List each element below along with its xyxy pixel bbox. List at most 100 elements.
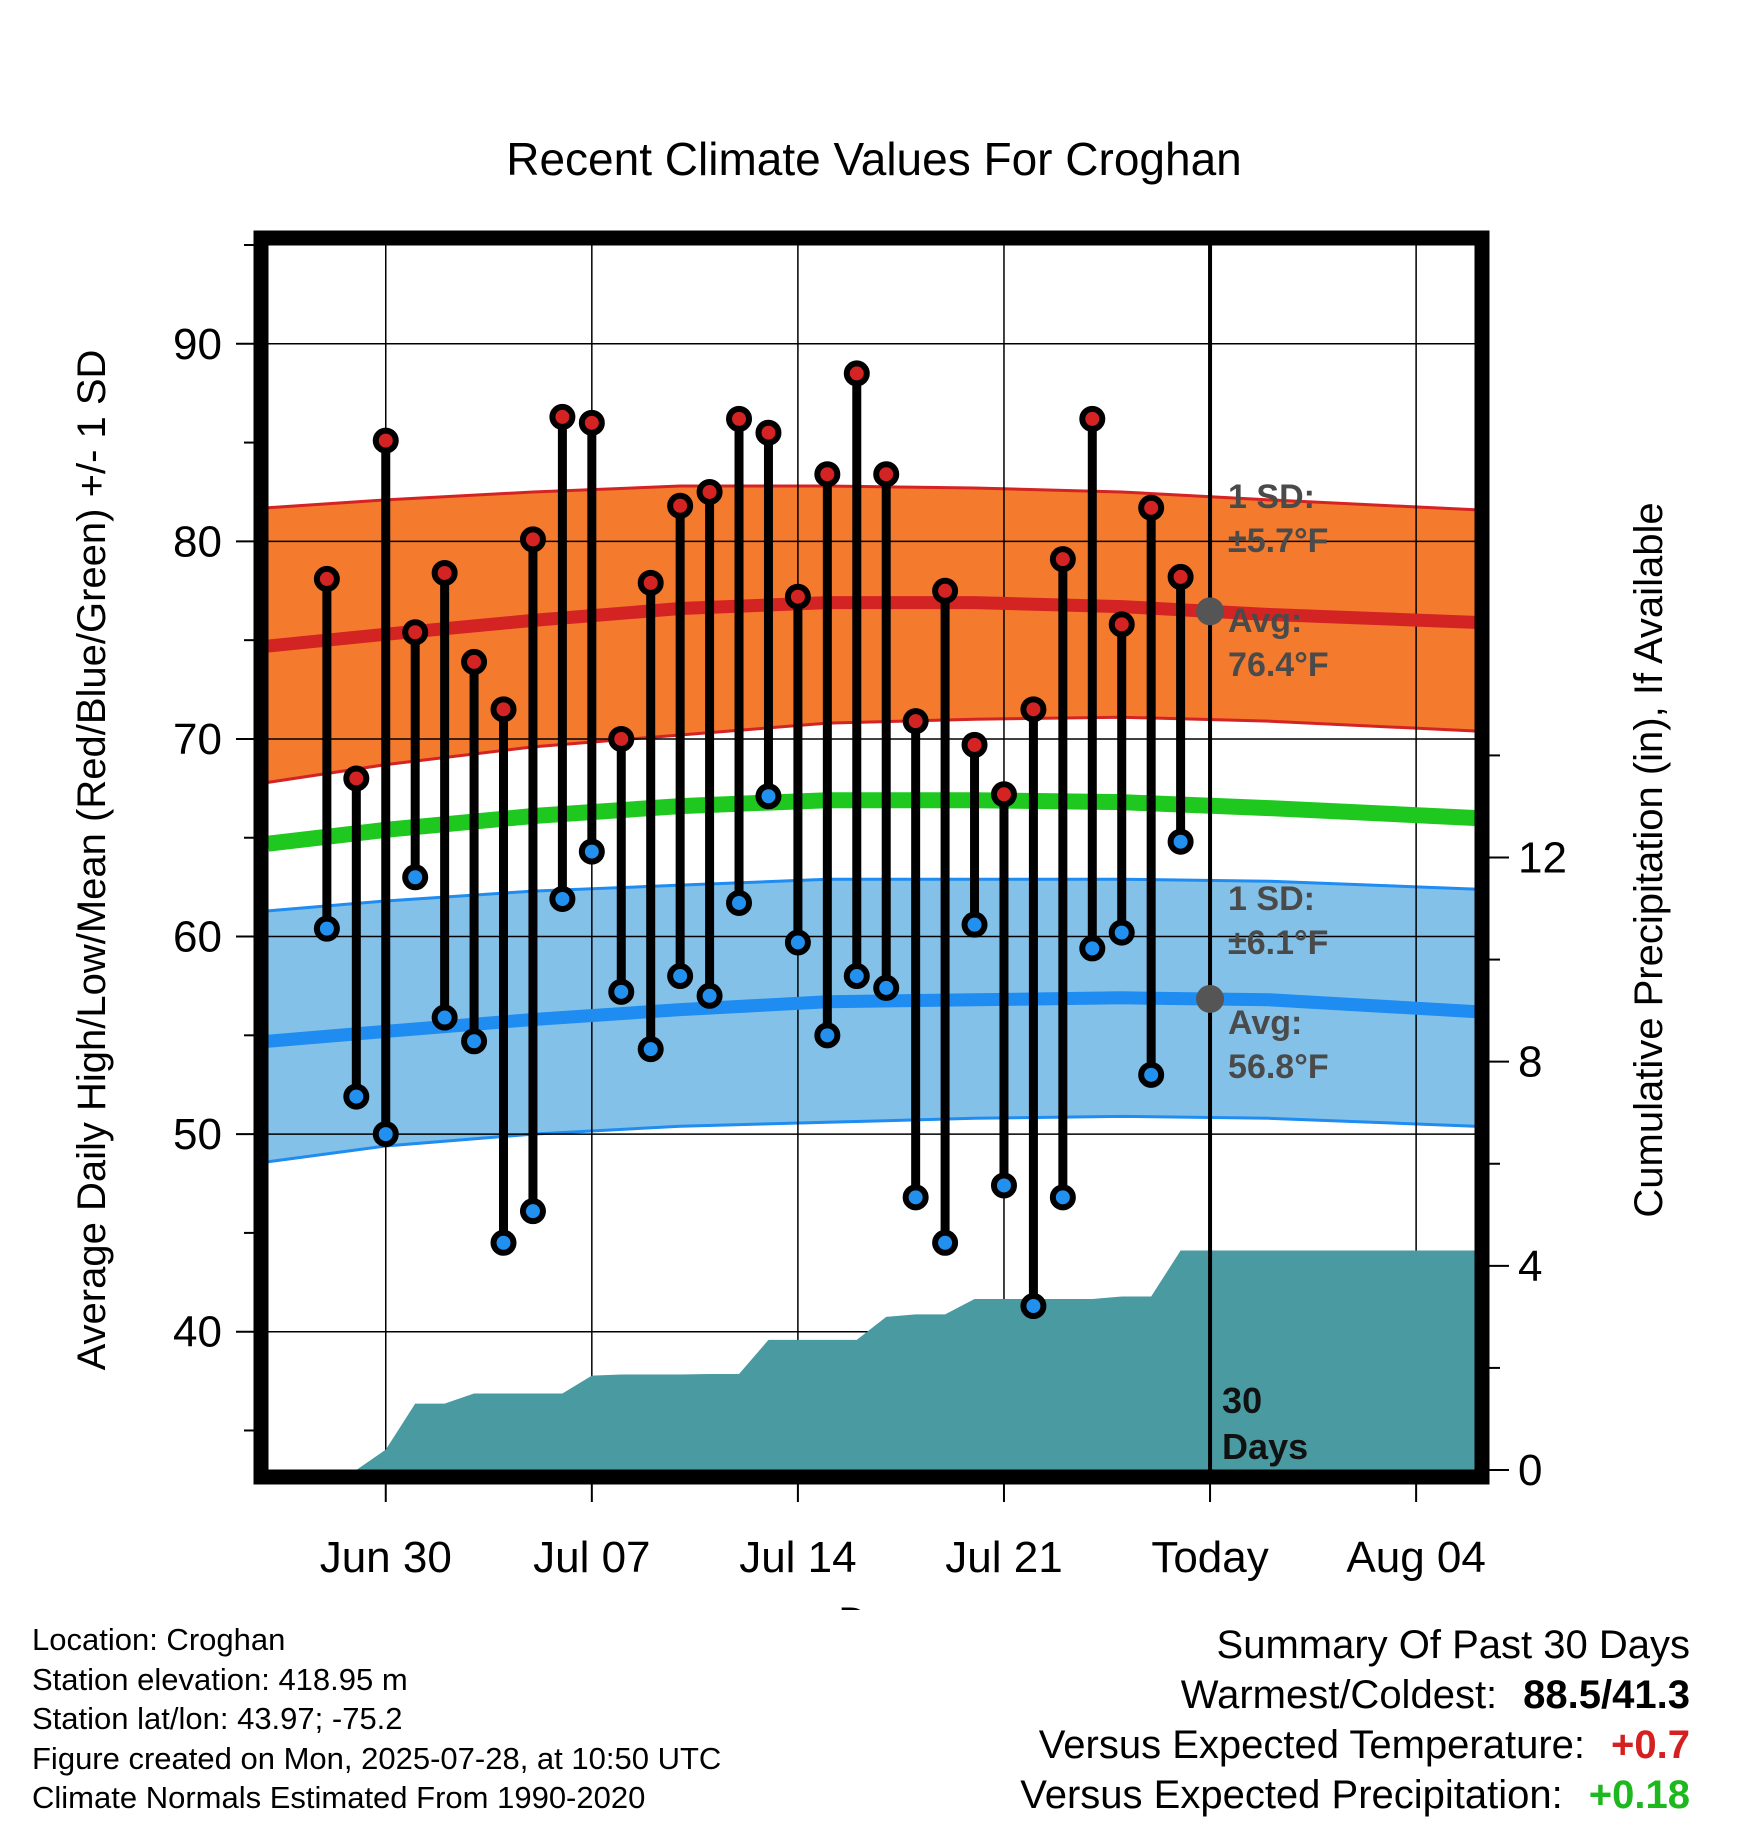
info-latlon: Station lat/lon: 43.97; -75.2	[32, 1701, 403, 1736]
summary-precip-label: Versus Expected Precipitation:	[1020, 1773, 1563, 1817]
obs-low-point	[372, 1121, 399, 1148]
obs-low-point	[549, 885, 576, 912]
obs-high-point	[461, 648, 488, 675]
x-tick-label: Jul 21	[945, 1533, 1062, 1582]
obs-high-point	[343, 765, 370, 792]
info-location: Location: Croghan	[32, 1622, 286, 1657]
x-tick-label: Jun 30	[320, 1533, 452, 1582]
high-sd-band	[268, 486, 1475, 783]
obs-low-point	[1108, 919, 1135, 946]
precip-area-layer	[326, 1250, 1475, 1470]
x-tick-label: Jul 14	[739, 1533, 856, 1582]
obs-high-point	[667, 492, 694, 519]
obs-high-point	[873, 461, 900, 488]
obs-low-point	[431, 1004, 458, 1031]
obs-low-point	[1049, 1184, 1076, 1211]
low-avg-annotation-1: 56.8°F	[1228, 1048, 1329, 1086]
obs-low-point	[814, 1022, 841, 1049]
y2-tick-label: 12	[1518, 834, 1567, 883]
obs-low-point	[608, 978, 635, 1005]
low-sd-annotation-1: ±6.1°F	[1228, 924, 1328, 962]
obs-low-point	[637, 1036, 664, 1063]
y-tick-label: 70	[173, 715, 222, 764]
low-sd-annotation-0: 1 SD:	[1228, 880, 1315, 918]
obs-low-point	[578, 838, 605, 865]
obs-low-point	[902, 1184, 929, 1211]
obs-high-point	[637, 569, 664, 596]
climate-chart: Recent Climate Values For Croghan4050607…	[70, 133, 1671, 1610]
window-label-1: Days	[1222, 1426, 1308, 1467]
obs-high-point	[608, 725, 635, 752]
summary-warmest-label: Warmest/Coldest:	[1180, 1673, 1498, 1717]
x-tick-label: Jul 07	[533, 1533, 650, 1582]
high-avg-annotation-1: 76.4°F	[1228, 646, 1329, 684]
obs-high-point	[1020, 696, 1047, 723]
y-tick-label: 40	[173, 1308, 222, 1357]
summary-temp-value: +0.7	[1611, 1723, 1690, 1767]
chart-text: Recent Climate Values For Croghan4050607…	[70, 133, 1671, 1610]
high-sd-annotation-0: 1 SD:	[1228, 478, 1315, 516]
today-low-avg-marker	[1196, 984, 1225, 1013]
obs-high-point	[431, 559, 458, 586]
obs-low-point	[490, 1229, 517, 1256]
summary-precip-row: Versus Expected Precipitation: +0.18	[1020, 1770, 1690, 1820]
obs-low-point	[313, 915, 340, 942]
obs-high-point	[902, 708, 929, 735]
obs-low-point	[726, 889, 753, 916]
low-sd-band	[268, 879, 1475, 1162]
obs-high-point	[313, 565, 340, 592]
obs-high-point	[726, 405, 753, 432]
today-high-avg-marker	[1196, 597, 1225, 626]
y-tick-label: 50	[173, 1110, 222, 1159]
high-avg-annotation-0: Avg:	[1228, 602, 1302, 640]
low-sd-band-lower-edge	[267, 1114, 1476, 1164]
x-axis-label: Day	[838, 1600, 909, 1610]
info-elevation: Station elevation: 418.95 m	[32, 1661, 408, 1697]
obs-low-point	[519, 1198, 546, 1225]
plot-border	[253, 230, 1490, 1485]
summary-temp-label: Versus Expected Temperature:	[1038, 1723, 1586, 1767]
obs-high-point	[549, 403, 576, 430]
y2-tick-label: 8	[1518, 1038, 1542, 1087]
obs-high-point	[814, 461, 841, 488]
obs-low-point	[1138, 1061, 1165, 1088]
summary-warmest-value: 88.5/41.3	[1523, 1673, 1690, 1717]
station-info: Location: Croghan Station elevation: 418…	[32, 1620, 721, 1818]
summary-precip-value: +0.18	[1588, 1773, 1690, 1817]
obs-high-point	[1138, 494, 1165, 521]
obs-low-point	[1167, 828, 1194, 855]
low-avg-annotation-0: Avg:	[1228, 1004, 1302, 1042]
obs-high-point	[1167, 563, 1194, 590]
obs-high-point	[784, 583, 811, 610]
obs-high-point	[696, 478, 723, 505]
precip-area	[326, 1250, 1475, 1470]
normal-bands	[267, 484, 1476, 1164]
window-label-0: 30	[1222, 1380, 1262, 1421]
y-tick-label: 80	[173, 517, 222, 566]
obs-low-point	[667, 963, 694, 990]
obs-high-point	[519, 526, 546, 553]
observations-layer	[313, 360, 1194, 1320]
y2-tick-label: 4	[1518, 1242, 1542, 1291]
obs-low-point	[343, 1083, 370, 1110]
obs-high-point	[372, 427, 399, 454]
obs-low-point	[755, 783, 782, 810]
obs-high-point	[1079, 405, 1106, 432]
obs-high-point	[490, 696, 517, 723]
high-sd-annotation-1: ±5.7°F	[1228, 522, 1328, 560]
obs-low-point	[1020, 1293, 1047, 1320]
obs-high-point	[932, 577, 959, 604]
y-axis-label: Average Daily High/Low/Mean (Red/Blue/Gr…	[70, 350, 114, 1371]
chart-title: Recent Climate Values For Croghan	[506, 133, 1241, 185]
obs-low-point	[784, 929, 811, 956]
obs-high-point	[843, 360, 870, 387]
obs-high-point	[402, 619, 429, 646]
obs-low-point	[961, 911, 988, 938]
obs-low-point	[843, 963, 870, 990]
obs-high-point	[1108, 611, 1135, 638]
obs-low-point	[990, 1172, 1017, 1199]
obs-low-point	[402, 864, 429, 891]
obs-low-point	[1079, 935, 1106, 962]
summary-warmest-row: Warmest/Coldest: 88.5/41.3	[1020, 1670, 1690, 1720]
info-created: Figure created on Mon, 2025-07-28, at 10…	[32, 1740, 722, 1776]
